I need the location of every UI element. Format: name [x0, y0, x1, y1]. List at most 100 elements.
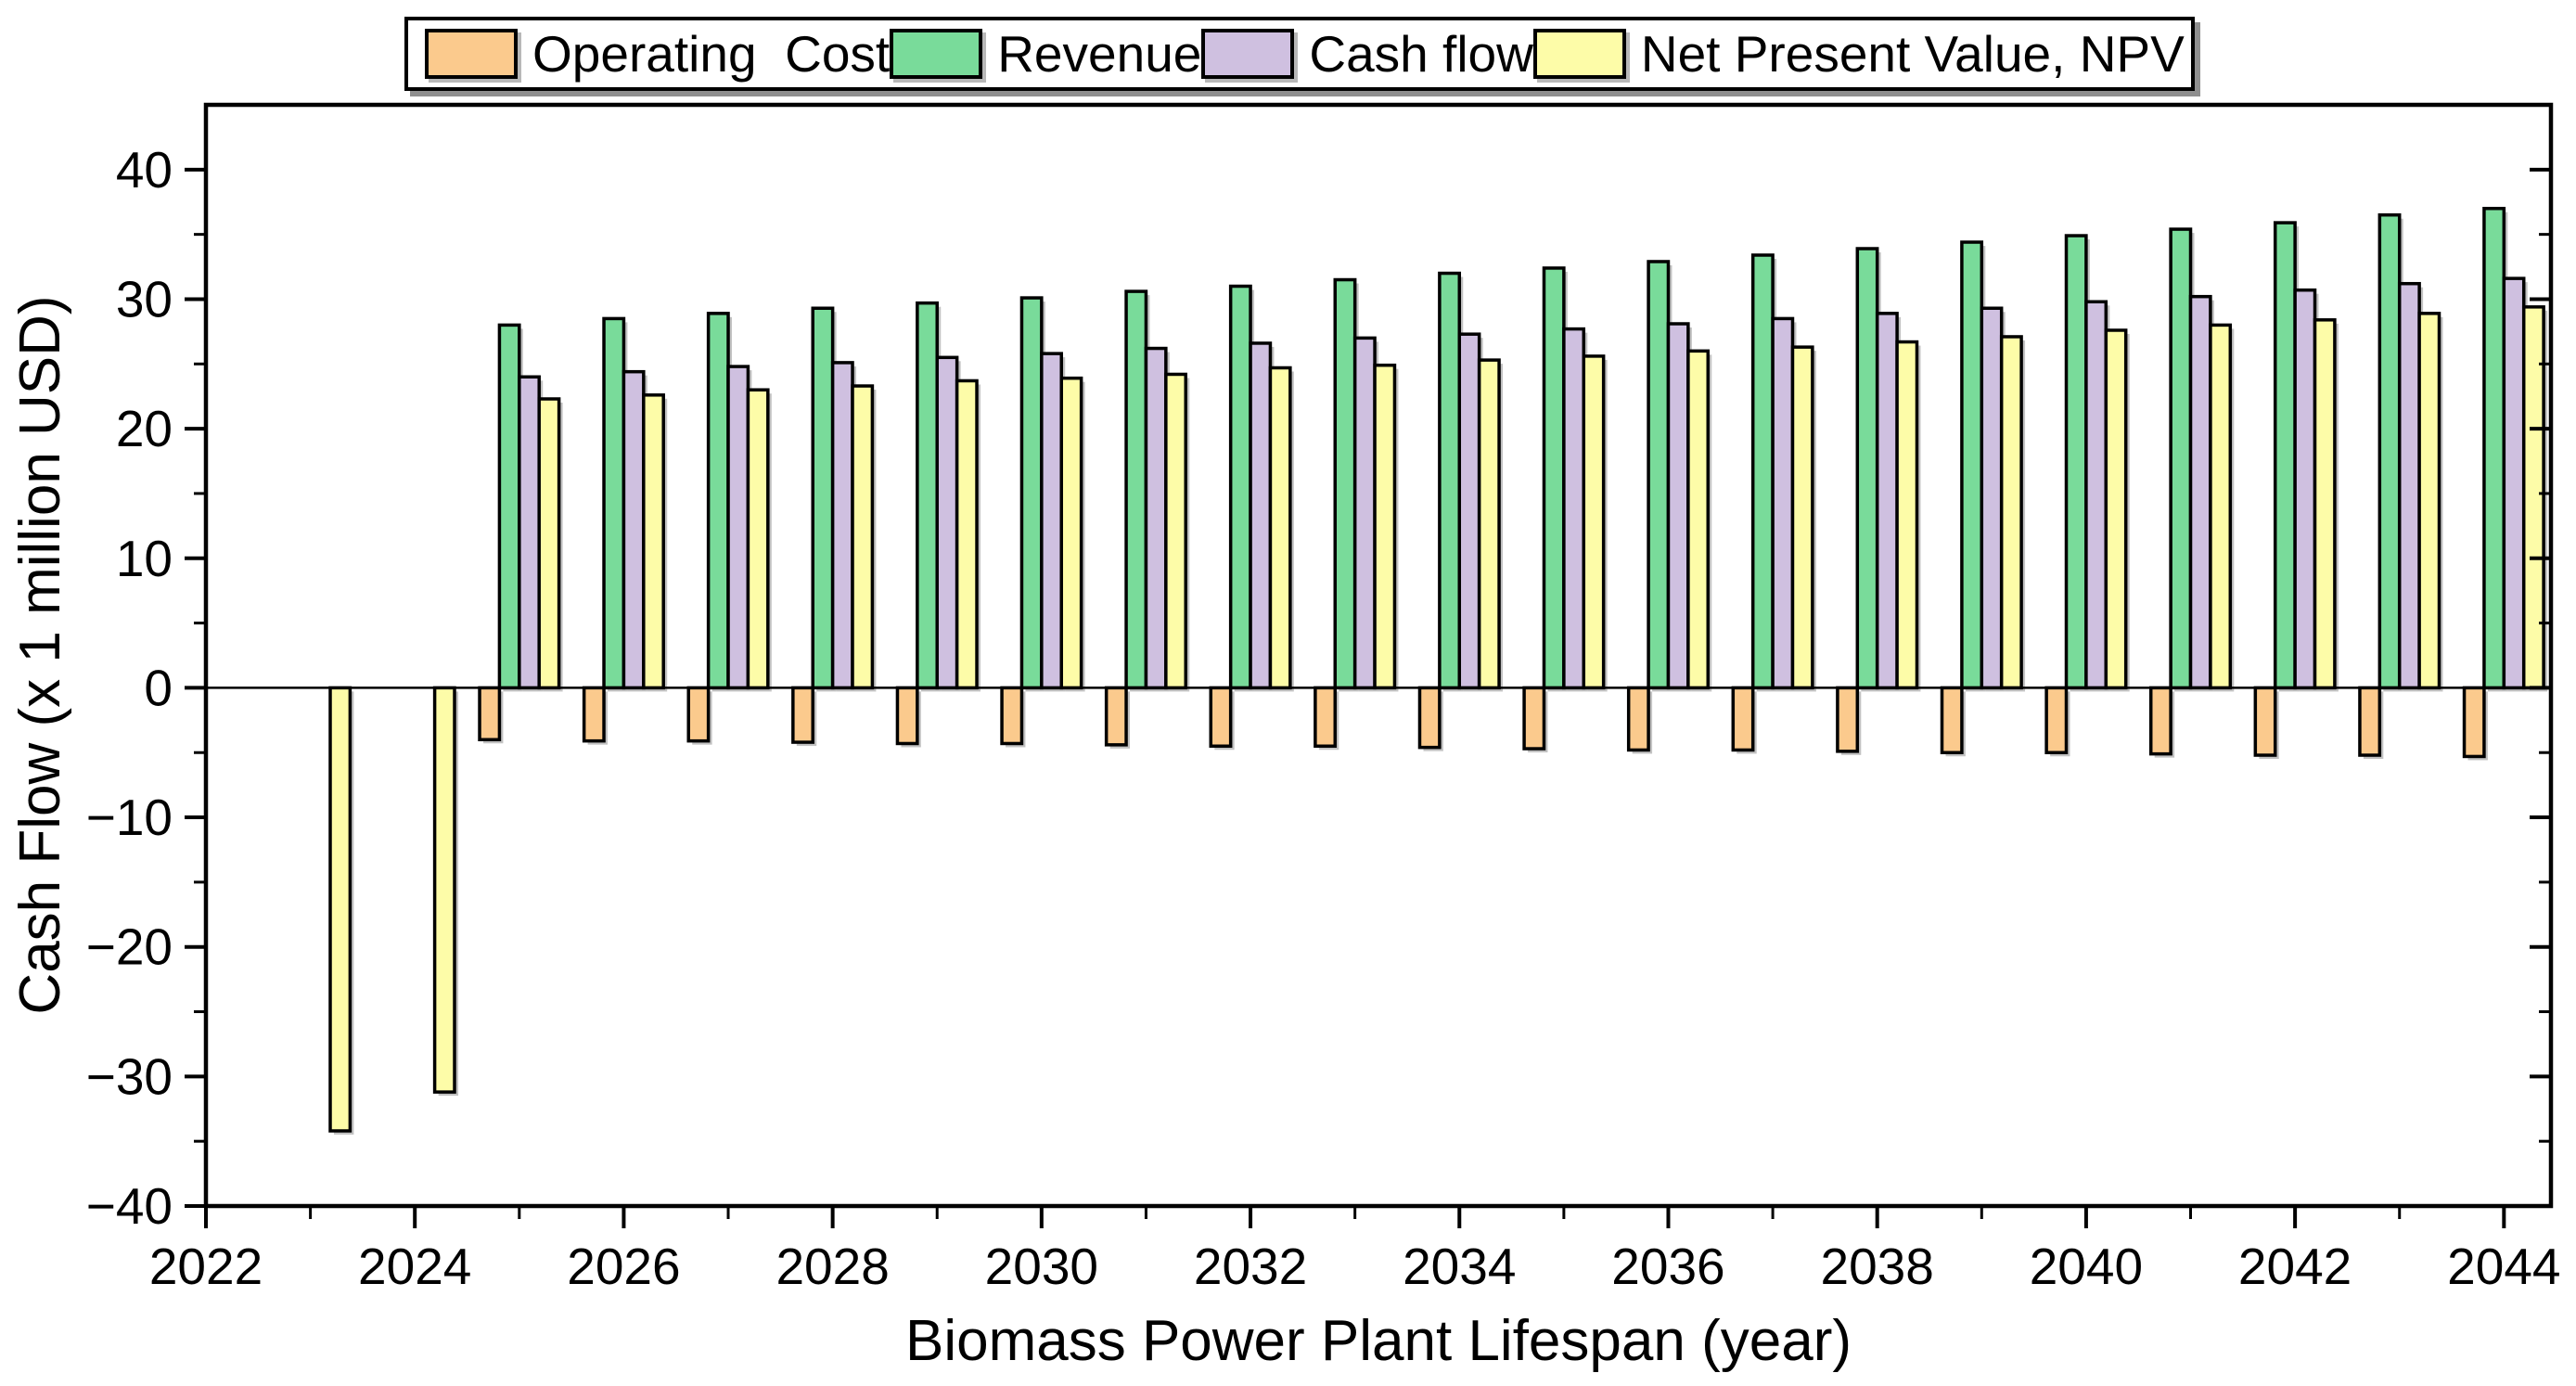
legend-label: Operating Cost: [532, 24, 891, 83]
bar-revenue-2043: [2377, 212, 2402, 690]
bar-revenue-2041: [2169, 227, 2193, 690]
bar-revenue-2042: [2273, 221, 2297, 690]
y-axis-title: Cash Flow (x 1 million USD): [8, 295, 72, 1014]
operating-cost-swatch-icon: [425, 29, 518, 79]
bar-revenue-2033: [1333, 277, 1357, 690]
x-tick-label: 2026: [567, 1238, 680, 1295]
y-tick-label: 20: [116, 400, 173, 457]
bar-cash-flow-2037: [1771, 316, 1795, 690]
bar-cash-flow-2036: [1666, 322, 1690, 690]
legend-label: Cash flow: [1309, 24, 1533, 83]
y-tick-label: 10: [116, 530, 173, 587]
bar-operating-cost-2030: [1000, 686, 1024, 746]
bar-cash-flow-2029: [935, 355, 959, 690]
bar-cash-flow-2028: [830, 361, 854, 690]
bar-revenue-2031: [1124, 289, 1148, 690]
bar-revenue-2029: [916, 301, 939, 690]
x-tick-label: 2034: [1403, 1238, 1516, 1295]
y-tick-label: −10: [86, 789, 173, 846]
bar-net-present-value-npv-2032: [1268, 366, 1292, 690]
axes-layer: [185, 102, 2554, 1228]
y-tick-label: 0: [144, 659, 173, 716]
bar-operating-cost-2038: [1836, 686, 1860, 753]
bar-cash-flow-2034: [1457, 332, 1481, 690]
bar-net-present-value-npv-2041: [2209, 323, 2233, 690]
bar-revenue-2036: [1647, 260, 1671, 690]
x-axis-title: Biomass Power Plant Lifespan (year): [905, 1309, 1852, 1373]
y-tick-label: 30: [116, 270, 173, 327]
bar-net-present-value-npv-2030: [1059, 376, 1083, 690]
legend-item-cash-flow: Cash flow: [1201, 24, 1533, 83]
bar-revenue-2040: [2064, 234, 2088, 690]
bar-cash-flow-2035: [1562, 327, 1586, 690]
bar-net-present-value-npv-2037: [1790, 345, 1814, 690]
plot-frame: [203, 102, 2554, 1209]
bar-revenue-2035: [1542, 266, 1566, 690]
bar-revenue-2034: [1438, 271, 1462, 690]
bar-operating-cost-2037: [1731, 686, 1755, 752]
bar-cash-flow-2025: [518, 375, 541, 690]
bar-cash-flow-2027: [726, 365, 750, 690]
x-tick-label: 2032: [1194, 1238, 1307, 1295]
bar-revenue-2027: [706, 312, 730, 690]
bar-operating-cost-2028: [791, 686, 814, 744]
bar-net-present-value-npv-2039: [1999, 335, 2023, 690]
bar-cash-flow-2040: [2084, 300, 2108, 690]
bar-operating-cost-2026: [582, 686, 606, 743]
bar-net-present-value-npv-2024: [432, 686, 456, 1094]
bar-net-present-value-npv-2040: [2104, 328, 2128, 690]
bar-revenue-2044: [2482, 206, 2506, 690]
bar-net-present-value-npv-2023: [328, 686, 352, 1133]
x-tick-label: 2022: [149, 1238, 263, 1295]
bar-operating-cost-2044: [2462, 686, 2486, 759]
bar-cash-flow-2039: [1980, 306, 2004, 690]
legend-label: Net Present Value, NPV: [1640, 24, 2185, 83]
x-tick-label: 2028: [775, 1238, 889, 1295]
x-tick-label: 2030: [985, 1238, 1098, 1295]
bar-net-present-value-npv-2033: [1373, 363, 1397, 690]
bar-cash-flow-2043: [2397, 281, 2421, 690]
x-tick-label: 2044: [2447, 1238, 2560, 1295]
bar-operating-cost-2035: [1522, 686, 1546, 751]
bar-cash-flow-2026: [622, 369, 646, 690]
bar-operating-cost-2032: [1209, 686, 1233, 749]
bar-net-present-value-npv-2027: [746, 388, 770, 690]
bar-revenue-2039: [1960, 240, 1984, 690]
bar-net-present-value-npv-2026: [642, 393, 665, 690]
bar-operating-cost-2041: [2148, 686, 2172, 756]
bar-revenue-2026: [602, 316, 626, 690]
bar-net-present-value-npv-2031: [1164, 372, 1187, 690]
legend-item-operating-cost: Operating Cost: [425, 24, 891, 83]
bar-cash-flow-2042: [2293, 288, 2317, 690]
bar-net-present-value-npv-2042: [2313, 318, 2337, 690]
bar-net-present-value-npv-2029: [955, 379, 979, 690]
x-tick-label: 2040: [2030, 1238, 2143, 1295]
bar-cash-flow-2032: [1249, 341, 1273, 690]
x-tick-label: 2036: [1611, 1238, 1724, 1295]
bar-revenue-2030: [1019, 296, 1044, 690]
npv-swatch-icon: [1532, 29, 1626, 79]
bar-cash-flow-2031: [1144, 346, 1168, 690]
bar-operating-cost-2039: [1940, 686, 1964, 754]
bar-operating-cost-2027: [686, 686, 711, 743]
y-tick-label: 40: [116, 141, 173, 199]
chart-legend: Operating Cost Revenue Cash flow Net Pre…: [404, 17, 2195, 91]
bar-cash-flow-2030: [1040, 352, 1063, 690]
bar-cash-flow-2044: [2502, 276, 2526, 690]
bar-revenue-2037: [1750, 253, 1775, 690]
x-tick-label: 2042: [2238, 1238, 2352, 1295]
bar-net-present-value-npv-2034: [1477, 358, 1501, 690]
bar-operating-cost-2036: [1626, 686, 1650, 752]
bar-operating-cost-2034: [1417, 686, 1442, 750]
bar-cash-flow-2038: [1875, 312, 1899, 690]
legend-item-revenue: Revenue: [890, 28, 1201, 80]
x-tick-label: 2024: [358, 1238, 471, 1295]
bar-net-present-value-npv-2035: [1582, 354, 1606, 690]
y-tick-label: −30: [86, 1047, 173, 1105]
bar-net-present-value-npv-2036: [1686, 349, 1711, 690]
bar-net-present-value-npv-2038: [1895, 340, 1919, 690]
bar-revenue-2038: [1855, 247, 1879, 690]
bar-operating-cost-2040: [2044, 686, 2069, 754]
